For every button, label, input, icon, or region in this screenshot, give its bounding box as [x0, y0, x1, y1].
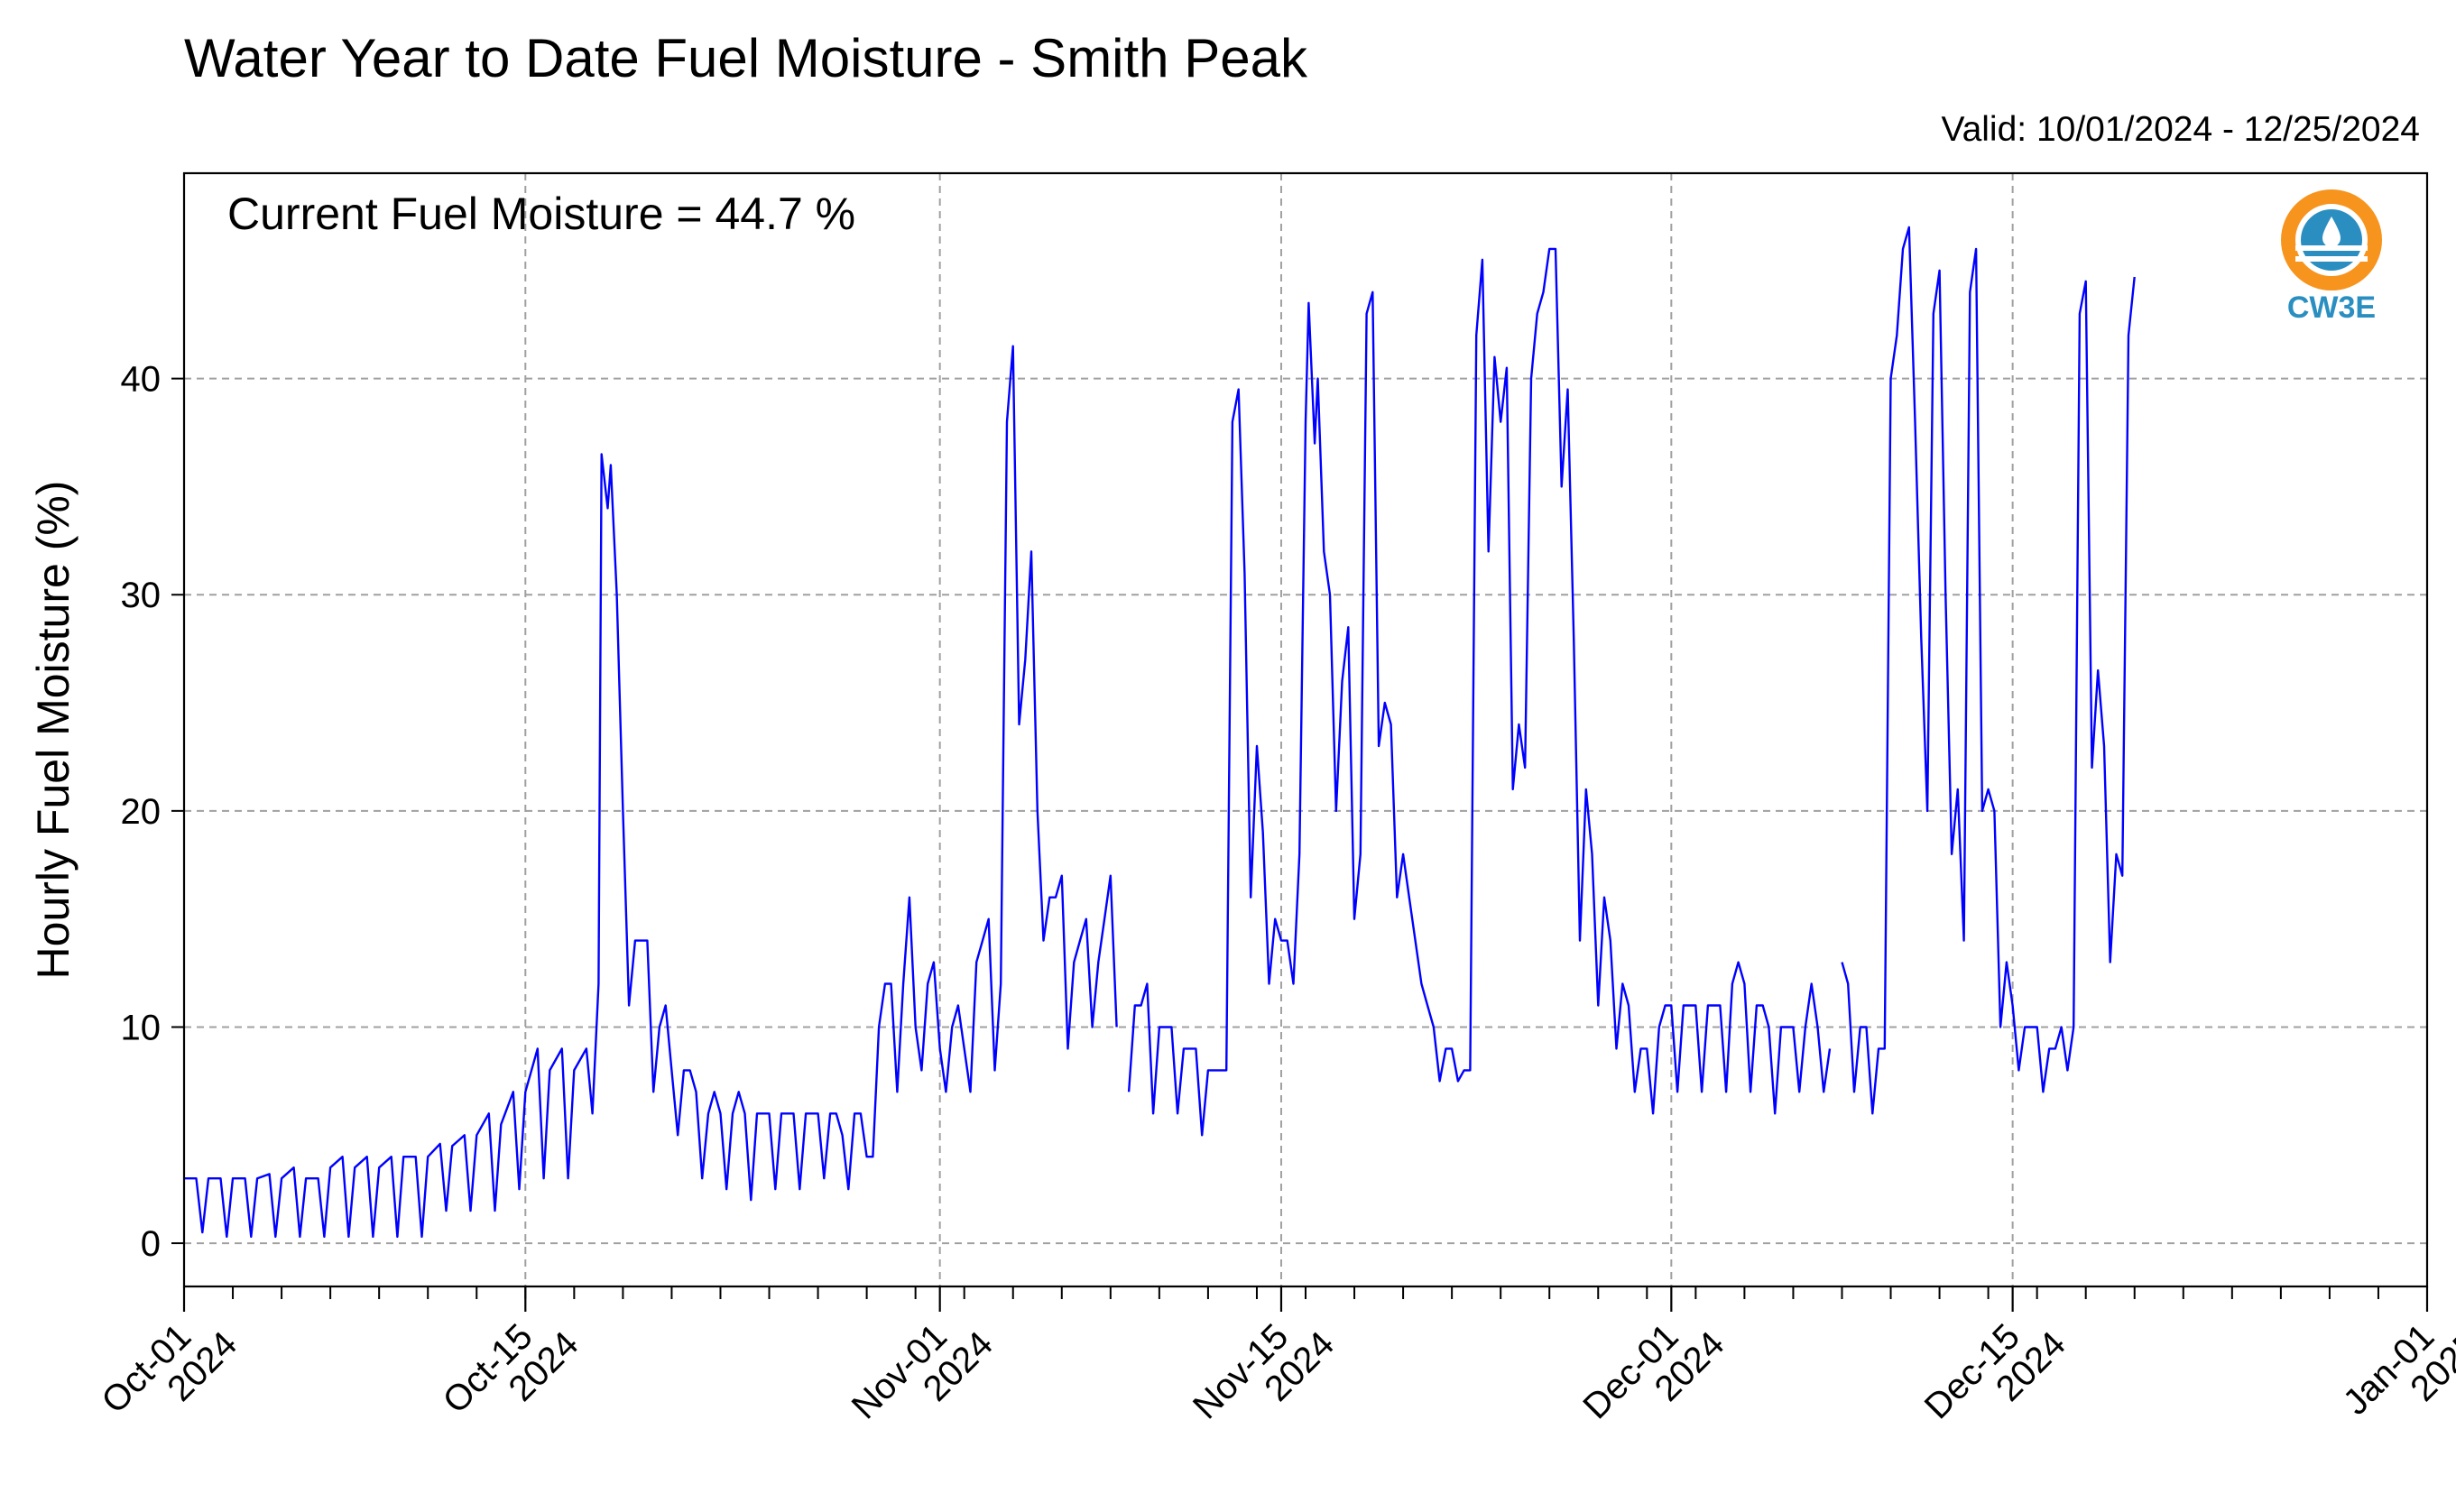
y-tick-label: 30 — [121, 576, 162, 615]
cw3e-logo: CW3E — [2277, 189, 2386, 334]
x-tick-label: Oct-012024 — [94, 1297, 245, 1448]
x-axis: Oct-012024 Oct-152024 Nov-012024 Nov-152024… — [94, 1286, 2456, 1453]
x-tick-label: Oct-152024 — [436, 1297, 586, 1448]
y-axis: 0 10 20 30 40 — [121, 360, 184, 1264]
y-tick-label: 20 — [121, 792, 162, 832]
cw3e-logo-text: CW3E — [2286, 290, 2377, 325]
fuel-moisture-line-segment — [1841, 226, 2136, 1115]
x-tick-label: Nov-152024 — [1186, 1297, 1342, 1453]
series-layer — [184, 226, 2136, 1239]
fuel-moisture-line-segment — [1127, 247, 1832, 1137]
x-tick-label: Dec-012024 — [1575, 1297, 1731, 1453]
cw3e-logo-icon — [2281, 189, 2382, 290]
y-axis-label: Hourly Fuel Moisture (%) — [28, 481, 78, 980]
valid-date-range: Valid: 10/01/2024 - 12/25/2024 — [1941, 110, 2420, 149]
chart-title: Water Year to Date Fuel Moisture - Smith… — [184, 28, 1307, 88]
y-tick-label: 10 — [121, 1008, 162, 1047]
x-tick-label: Dec-152024 — [1917, 1297, 2073, 1453]
y-tick-label: 40 — [121, 360, 162, 400]
x-tick-label: Jan-012025 — [2336, 1297, 2456, 1450]
current-fuel-moisture: Current Fuel Moisture = 44.7 % — [227, 189, 856, 239]
x-tick-label: Nov-012024 — [845, 1297, 1001, 1453]
y-tick-label: 0 — [141, 1224, 161, 1264]
fuel-moisture-line-segment — [184, 345, 1118, 1239]
